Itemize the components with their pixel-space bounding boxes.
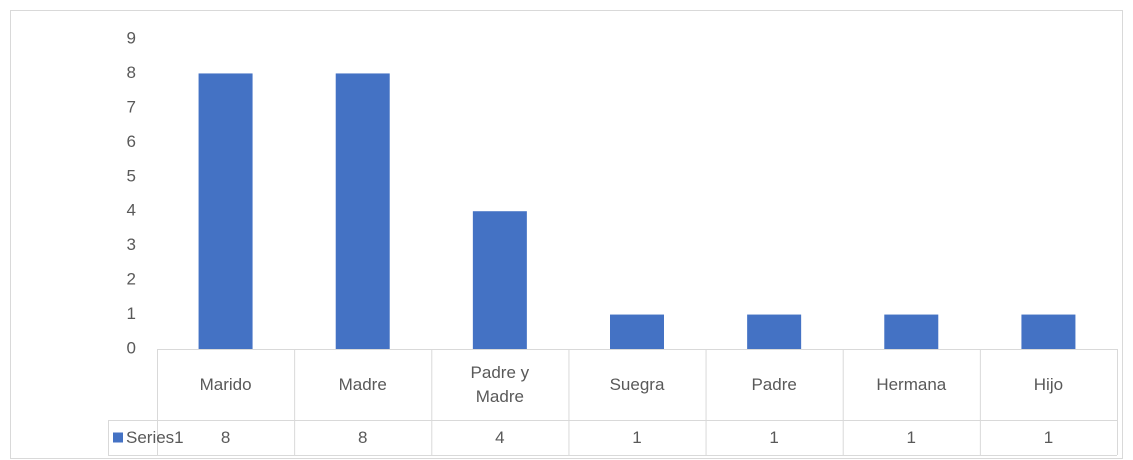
table-value: 1 [632,428,641,447]
x-tick-label: Padre [751,374,797,394]
table-value: 8 [358,428,367,447]
table-value: 1 [769,428,778,447]
bar [198,73,253,349]
bar [610,314,664,349]
table-value: 4 [495,428,504,447]
legend-label: Series1 [126,428,184,447]
x-tick-label: Suegra [609,374,665,394]
table-value: 8 [221,428,230,447]
y-tick-label: 9 [127,28,136,47]
y-tick-label: 2 [127,270,136,289]
x-tick-label: Hijo [1033,374,1064,394]
chart-border [10,10,1123,459]
bar [335,73,390,349]
y-tick-label: 3 [127,235,136,254]
bar [472,211,527,349]
y-tick-label: 6 [127,132,136,151]
y-tick-label: 5 [127,166,136,185]
y-tick-label: 0 [127,338,136,357]
y-tick-label: 4 [127,201,136,220]
bar [747,314,802,349]
x-tick-label: Padre y Madre [470,362,530,406]
bar [884,314,939,349]
bar [1021,314,1076,349]
x-tick-label: Madre [338,374,387,394]
legend-key [113,432,123,443]
y-tick-label: 7 [127,97,136,116]
table-value: 1 [907,428,916,447]
table-value: 1 [1044,428,1053,447]
x-tick-label: Marido [199,374,252,394]
y-tick-label: 8 [127,63,136,82]
x-tick-label: Hermana [876,374,947,394]
y-tick-label: 1 [127,304,136,323]
